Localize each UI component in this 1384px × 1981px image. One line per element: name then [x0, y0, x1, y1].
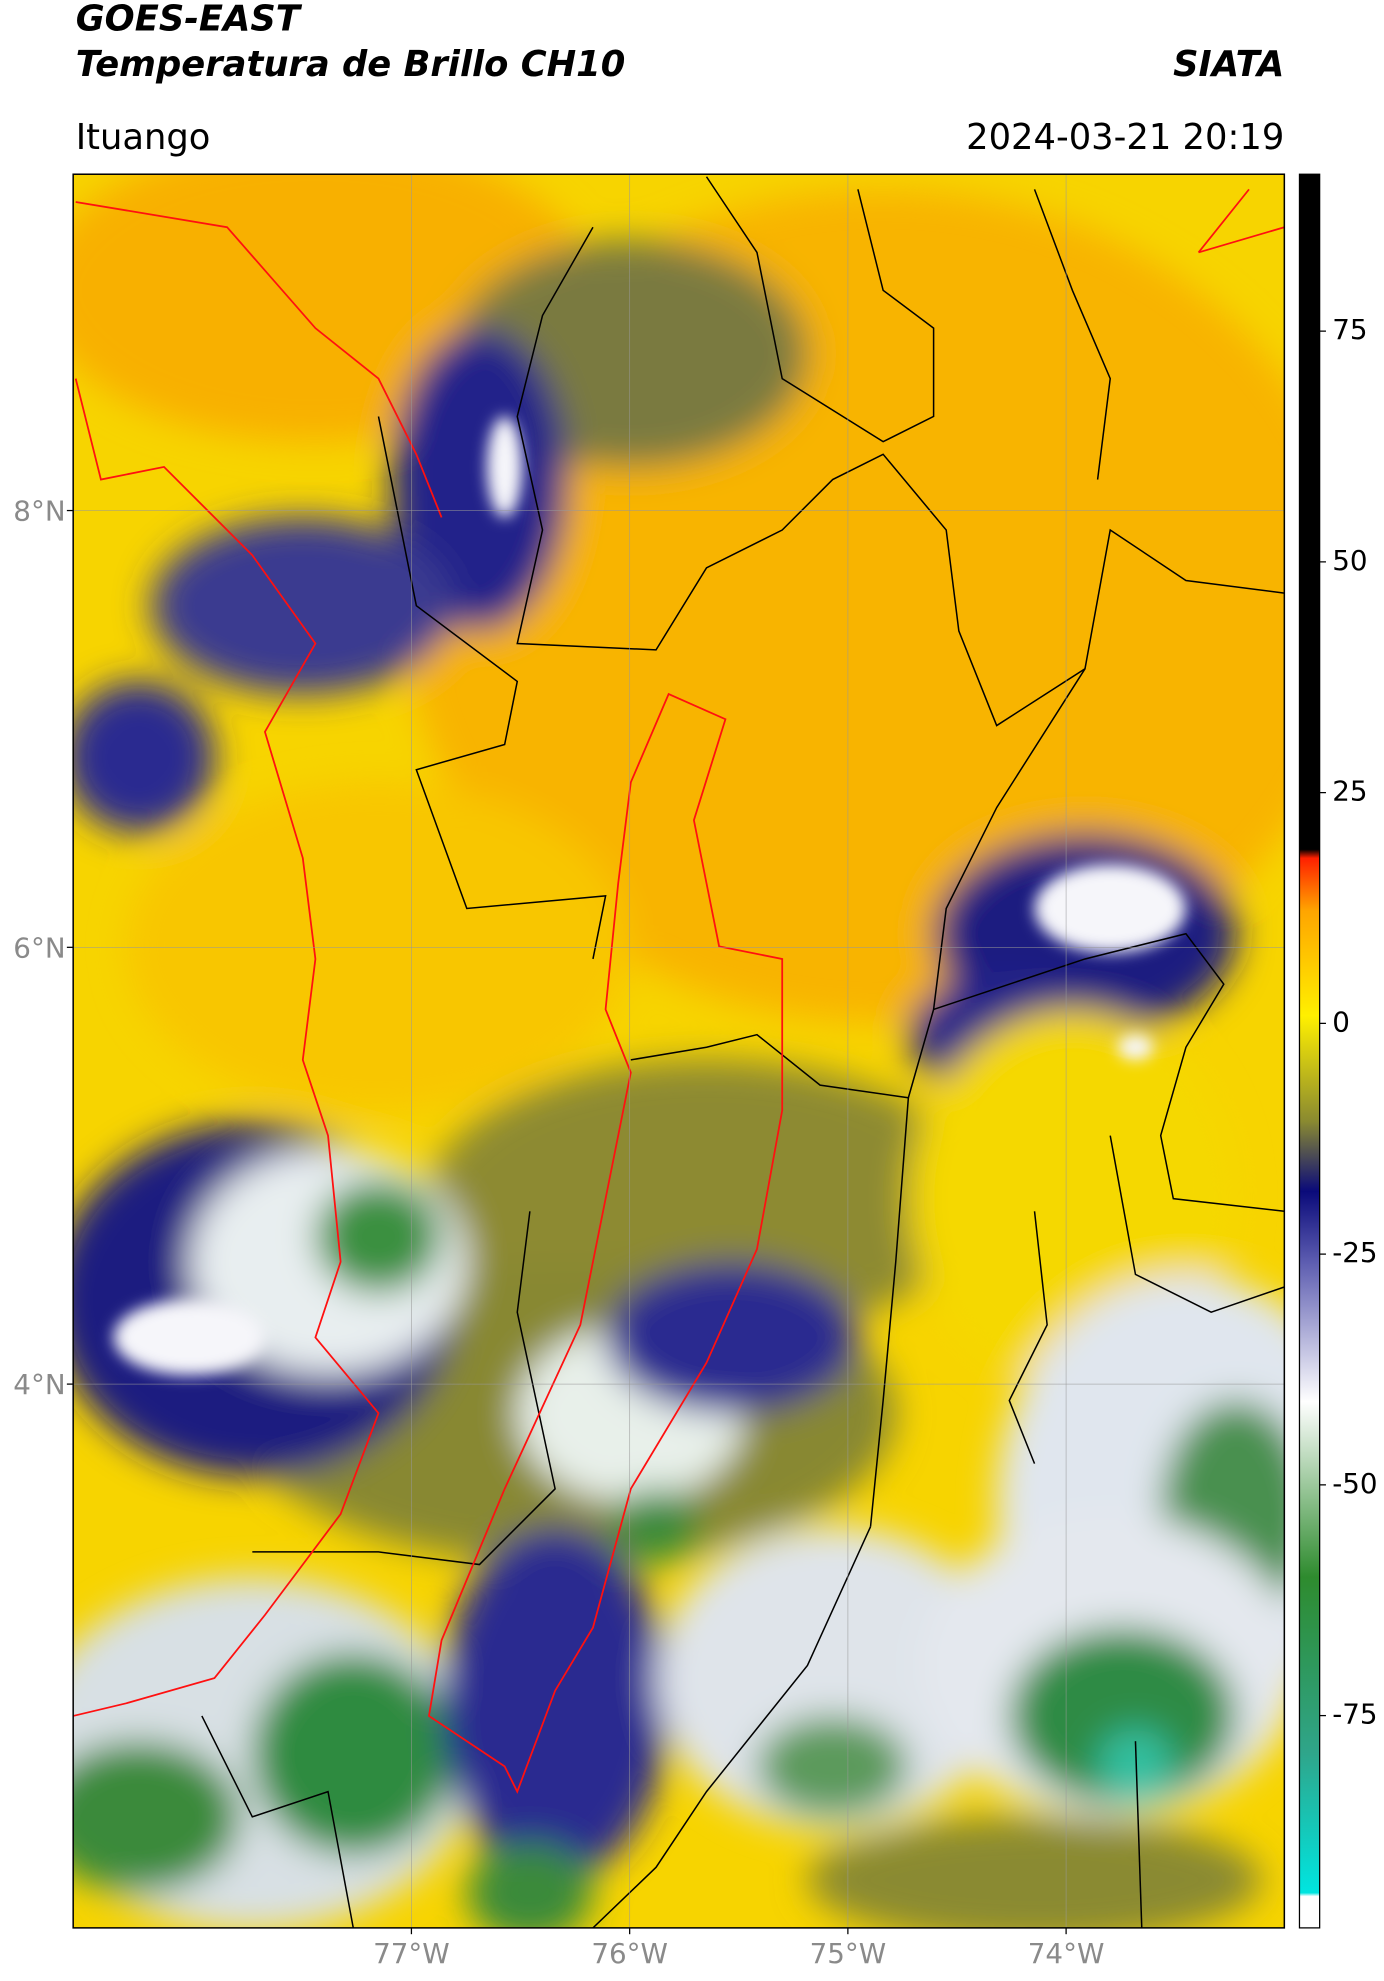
borders — [201, 176, 1285, 1928]
organization: SIATA — [1173, 44, 1284, 85]
colorbar-tick-label: 25 — [1332, 775, 1367, 808]
satellite-image — [73, 174, 1285, 1928]
lat-tick-label: 4°N — [13, 1368, 65, 1401]
title-line1: GOES-EAST — [76, 0, 303, 39]
lat-tick-label: 8°N — [13, 495, 65, 528]
title-line2: Temperatura de Brillo CH10 — [76, 44, 626, 85]
colorbar-tick-label: -75 — [1332, 1698, 1377, 1731]
colorbar-tick-label: -25 — [1332, 1236, 1377, 1269]
datetime: 2024-03-21 20:19 — [966, 117, 1284, 158]
colorbar — [1298, 173, 1321, 1929]
lon-tick-label: 75°W — [810, 1937, 887, 1970]
graticule — [73, 174, 1285, 1928]
location: Ituango — [76, 117, 211, 158]
colorbar-tick-label: 0 — [1332, 1005, 1350, 1038]
colorbar-tick-label: 50 — [1332, 544, 1367, 577]
lat-tick-label: 6°N — [13, 931, 65, 964]
colorbar-tick-label: -50 — [1332, 1467, 1377, 1500]
lon-tick-label: 74°W — [1028, 1937, 1105, 1970]
lon-tick-label: 77°W — [373, 1937, 450, 1970]
region-outline — [73, 188, 1285, 1794]
lon-tick-label: 76°W — [591, 1937, 668, 1970]
colorbar-tick-label: 75 — [1332, 313, 1367, 346]
map-frame — [72, 173, 1286, 1929]
ticks: 8°N 6°N 4°N 77°W 76°W 75°W 74°W 75 50 25 0 -25 -50 -7… — [13, 313, 1377, 1970]
